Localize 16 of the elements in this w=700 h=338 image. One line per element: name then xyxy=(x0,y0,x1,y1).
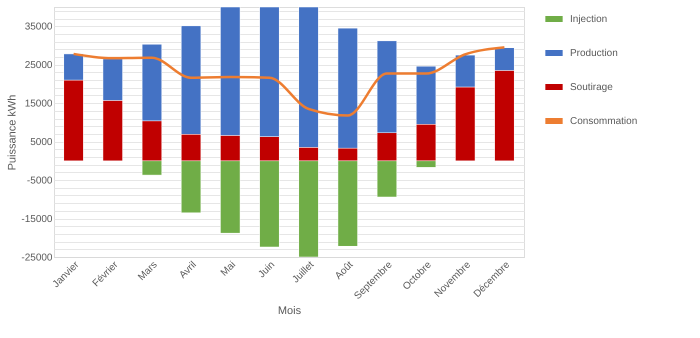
y-tick-label: 5000 xyxy=(30,137,53,148)
y-tick-label: -5000 xyxy=(26,176,53,187)
y-tick-label: -15000 xyxy=(21,214,53,226)
y-tick-label: 35000 xyxy=(24,22,53,33)
legend-label: Soutirage xyxy=(570,82,614,93)
x-tick-label: Mai xyxy=(218,260,238,279)
y-axis-title: Puissance kWh xyxy=(6,94,18,170)
y-tick-label: -25000 xyxy=(21,252,53,264)
legend-label: Injection xyxy=(570,14,608,25)
x-tick-label: Juin xyxy=(256,260,278,280)
y-tick-label: 25000 xyxy=(24,60,53,72)
legend-label: Consommation xyxy=(570,116,638,127)
legend-label: Production xyxy=(570,48,618,59)
line-series xyxy=(72,46,506,117)
x-axis-title: Mois xyxy=(278,305,302,318)
y-tick-label: 15000 xyxy=(24,98,53,110)
